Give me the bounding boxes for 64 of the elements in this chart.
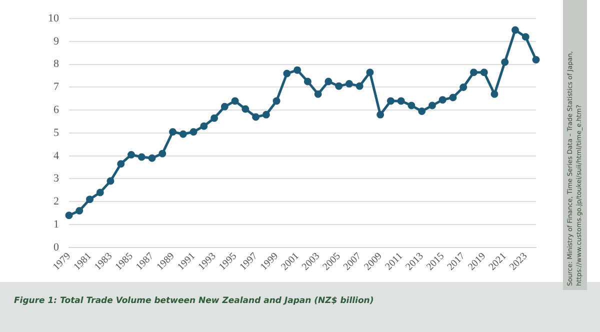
- point: [283, 70, 291, 78]
- point: [262, 110, 270, 118]
- y-tick-label: 7: [54, 81, 60, 94]
- y-tick-label: 3: [54, 172, 60, 185]
- x-tick-label: 1999: [258, 250, 281, 273]
- point: [158, 150, 166, 158]
- point: [190, 128, 198, 136]
- point: [397, 97, 405, 105]
- point: [501, 58, 509, 66]
- y-tick-label: 2: [54, 196, 59, 208]
- y-tick-label: 0: [54, 241, 60, 254]
- y-tick-label: 4: [54, 150, 60, 162]
- y-tick-label: 1: [54, 218, 59, 230]
- point: [242, 105, 250, 113]
- point: [294, 66, 302, 74]
- x-tick-label: 1991: [176, 250, 198, 273]
- y-tick-label: 8: [54, 58, 60, 70]
- point: [96, 188, 104, 196]
- y-tick-label: 6: [54, 104, 60, 116]
- text: Figure 1: Total Trade Volume between New Zealand and Japan (NZ$ billion): [14, 296, 374, 306]
- point: [490, 90, 498, 98]
- point: [408, 102, 416, 110]
- x-tick-label: 1981: [72, 250, 94, 273]
- point: [470, 68, 478, 76]
- point: [428, 102, 436, 110]
- point: [138, 153, 146, 161]
- point: [148, 154, 156, 162]
- point: [86, 196, 94, 204]
- point: [345, 80, 353, 88]
- point: [386, 97, 394, 105]
- point: [522, 33, 530, 41]
- y-tick-label: 9: [54, 35, 60, 48]
- point: [210, 114, 218, 122]
- y-tick-label: 10: [48, 12, 60, 24]
- point: [438, 96, 446, 104]
- point: [314, 90, 322, 98]
- point: [480, 68, 488, 76]
- point: [128, 150, 136, 158]
- point: [200, 122, 208, 130]
- x-tick-label: 1989: [154, 250, 177, 273]
- point: [65, 212, 73, 220]
- point: [76, 207, 84, 215]
- x-tick-label: 1979: [51, 250, 73, 273]
- y-tick-label: 5: [54, 126, 60, 139]
- point: [449, 94, 457, 102]
- point: [179, 130, 187, 138]
- point: [460, 83, 468, 91]
- point: [324, 78, 332, 86]
- point: [272, 97, 280, 105]
- point: [366, 68, 374, 76]
- point: [169, 128, 177, 136]
- point: [231, 97, 239, 105]
- x-tick-label: 2011: [383, 250, 406, 272]
- point: [511, 26, 519, 34]
- point: [335, 82, 343, 90]
- point: [220, 102, 228, 110]
- point: [532, 56, 540, 64]
- point: [418, 108, 426, 116]
- point: [117, 160, 125, 168]
- point: [376, 110, 384, 118]
- point: [106, 177, 114, 185]
- point: [356, 82, 364, 90]
- point: [252, 113, 260, 121]
- point: [304, 78, 312, 86]
